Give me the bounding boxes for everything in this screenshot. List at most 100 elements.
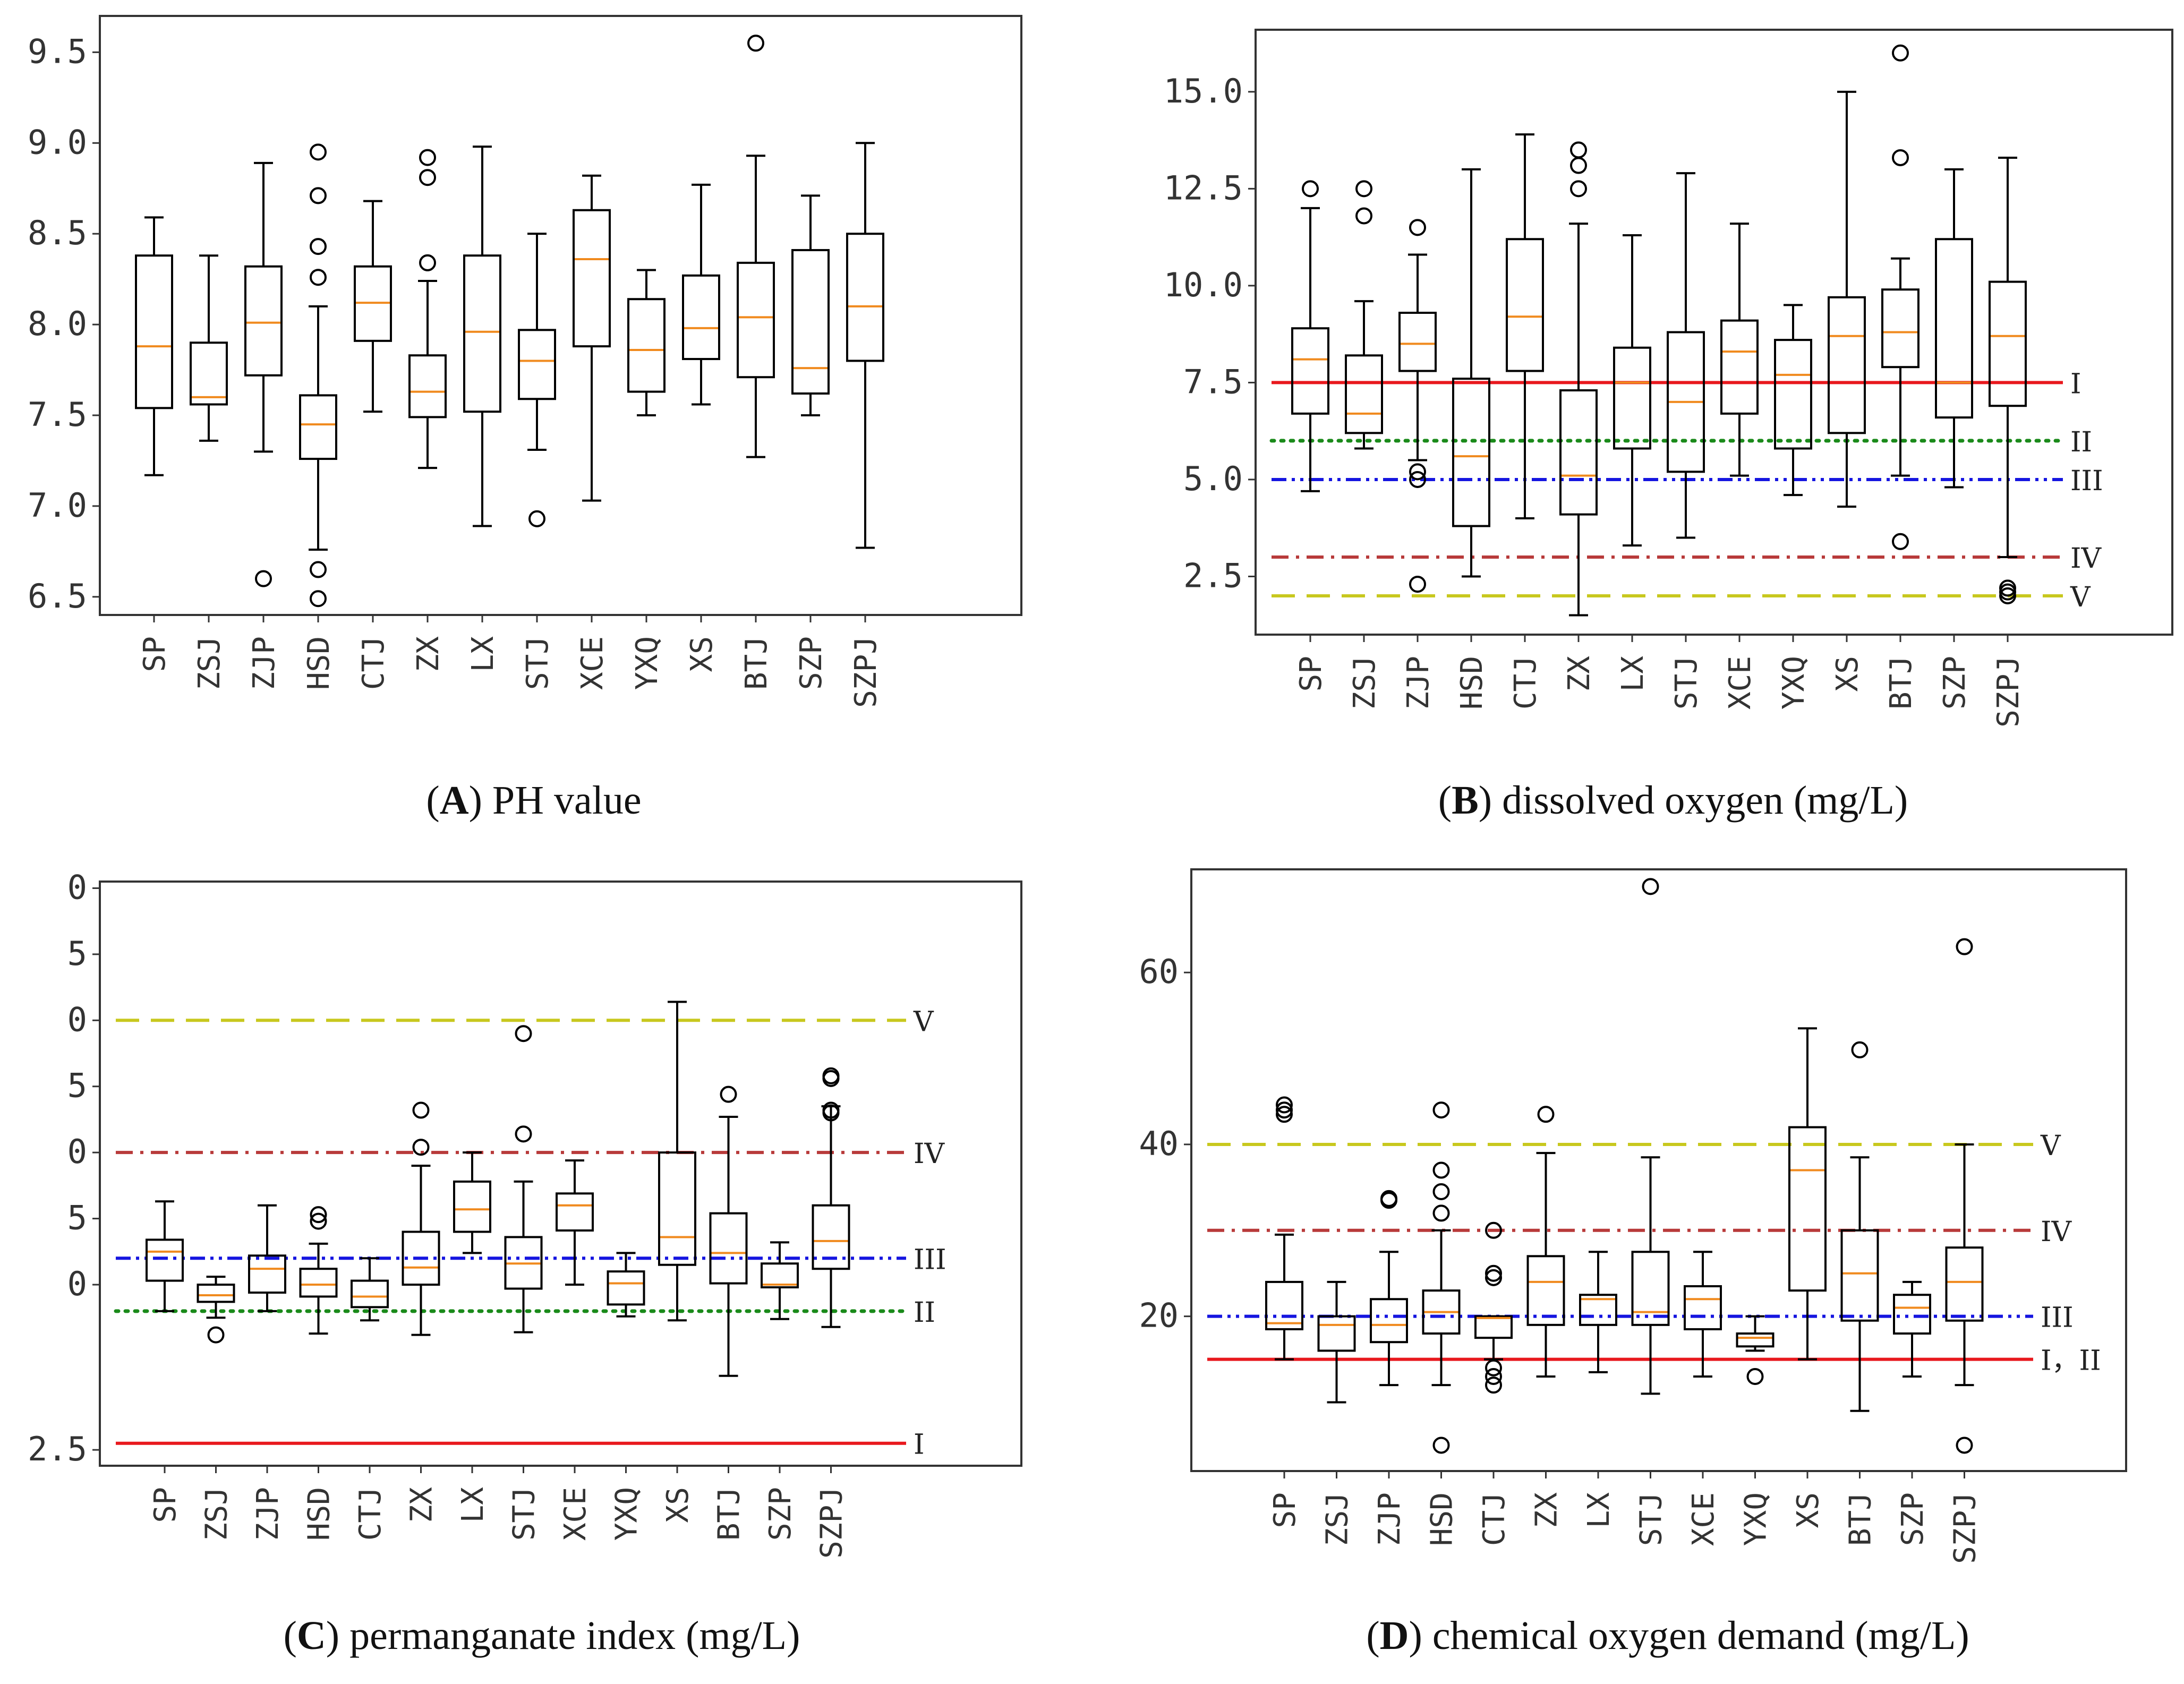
outlier-2 (310, 238, 327, 255)
box-SP (1265, 1096, 1303, 1361)
y-tick-label-2: 7.5 (1183, 362, 1243, 401)
box-iqr (1559, 389, 1598, 516)
threshold-label-0: V (2040, 1130, 2061, 1162)
x-tick-label-LX: LX (456, 1487, 490, 1523)
outlier-1 (822, 1070, 840, 1087)
x-tick-label-YXQ: YXQ (630, 636, 664, 690)
outlier-5 (310, 590, 327, 608)
box-SZPJ (812, 1067, 850, 1328)
y-tick-label-2: 7.5 (28, 395, 87, 434)
box-SZP (791, 194, 830, 416)
box-iqr (1370, 1298, 1408, 1344)
outlier-0 (1302, 180, 1319, 198)
x-tick-label-BTJ: BTJ (1884, 656, 1918, 709)
x-tick-label-XS: XS (685, 636, 719, 672)
outlier-0 (412, 1101, 430, 1119)
x-tick-label-CTJ: CTJ (356, 636, 391, 690)
box-HSD (299, 143, 337, 608)
x-tick-label-STJ: STJ (521, 636, 555, 690)
y-tick-label-3: 0 (67, 1132, 87, 1171)
panel-d: V IV III I，II SP ZSJ ZJP HSD CTJ ZX LX STJ XCE YXQ XS B… (1139, 868, 2127, 1658)
panel-caption: (A) PH value (426, 778, 641, 823)
x-tick-label-SZPJ: SZPJ (1991, 656, 2026, 728)
box-BTJ (737, 35, 775, 458)
x-tick-label-ZX: ZX (1530, 1492, 1564, 1528)
box-ZSJ (1317, 1280, 1356, 1404)
box-iqr (1317, 1315, 1356, 1352)
box-ZJP (1370, 1190, 1408, 1387)
box-SP (146, 1200, 184, 1312)
outlier-2 (419, 254, 436, 271)
box-iqr (190, 341, 228, 406)
box-HSD (1452, 168, 1490, 578)
y-tick-label-0: 2.5 (28, 1430, 87, 1468)
box-SZPJ (1945, 938, 1984, 1454)
outlier-2 (1432, 1183, 1450, 1200)
box-iqr (627, 298, 666, 393)
box-BTJ (1881, 44, 1919, 550)
box-LX (463, 146, 501, 527)
outlier-2 (1892, 533, 1909, 550)
x-tick-label-HSD: HSD (1455, 656, 1489, 709)
x-tick-label-SZP: SZP (794, 636, 829, 690)
y-tick-label-2: 5 (67, 1199, 87, 1237)
y-tick-label-6: 9.5 (28, 32, 87, 71)
outlier-0 (1642, 878, 1659, 895)
box-SZPJ (1989, 156, 2027, 604)
box-STJ (1631, 878, 1670, 1395)
box-ZSJ (190, 254, 228, 442)
outlier-1 (310, 1212, 327, 1230)
x-tick-label-LX: LX (1582, 1492, 1616, 1528)
outlier-1 (412, 1139, 430, 1156)
outlier-0 (1746, 1367, 1764, 1385)
x-tick-label-ZX: ZX (411, 636, 446, 672)
plot-frame (99, 15, 1022, 616)
box-iqr (408, 354, 447, 418)
threshold-label-1: II (2070, 426, 2092, 458)
x-tick-label-ZSJ: ZSJ (192, 636, 227, 690)
box-iqr (682, 274, 720, 361)
y-tick-label-2: 60 (1139, 952, 1179, 991)
threshold-label-4: V (2070, 582, 2091, 613)
y-tick-label-0: 6.5 (28, 577, 87, 616)
outlier-4 (1432, 1437, 1450, 1454)
outlier-1 (1432, 1161, 1450, 1179)
box-iqr (1526, 1255, 1565, 1326)
x-tick-label-LX: LX (1616, 656, 1650, 692)
threshold-label-1: IV (914, 1138, 945, 1170)
x-tick-label-XCE: XCE (1723, 656, 1758, 709)
x-tick-label-LX: LX (466, 636, 500, 672)
box-iqr (197, 1284, 235, 1303)
box-ZX (408, 149, 447, 469)
box-ZJP (244, 161, 283, 587)
threshold-label-0: V (913, 1006, 934, 1038)
outlier-2 (1276, 1106, 1293, 1123)
box-SZP (1893, 1280, 1931, 1378)
box-iqr (244, 265, 283, 377)
box-SZP (761, 1241, 799, 1320)
box-XS (682, 183, 720, 406)
outlier-0 (1537, 1106, 1555, 1123)
outlier-0 (528, 510, 545, 527)
outlier-0 (207, 1326, 225, 1344)
outlier-1 (1485, 1264, 1502, 1282)
box-ZSJ (197, 1276, 235, 1344)
box-BTJ (1840, 1041, 1879, 1412)
box-SZPJ (846, 142, 884, 549)
y-tick-label-3: 8.0 (28, 304, 87, 343)
box-iqr (1265, 1280, 1303, 1330)
box-iqr (1422, 1289, 1461, 1335)
x-tick-label-CTJ: CTJ (353, 1487, 388, 1541)
outlier-2 (1570, 180, 1587, 198)
x-tick-label-ZSJ: ZSJ (1347, 656, 1382, 709)
outlier-4 (310, 561, 327, 578)
x-tick-label-ZSJ: ZSJ (200, 1487, 234, 1541)
x-tick-label-SP: SP (1268, 1492, 1302, 1528)
threshold-label-2: III (914, 1244, 946, 1276)
x-tick-label-BTJ: BTJ (739, 636, 774, 690)
box-iqr (146, 1238, 184, 1282)
y-tick-label-6: 5 (67, 934, 87, 973)
box-iqr (573, 209, 611, 348)
box-CTJ (1506, 133, 1544, 519)
